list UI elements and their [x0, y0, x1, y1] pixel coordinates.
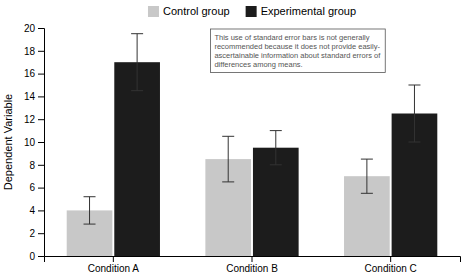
- error-bar-cap: [408, 85, 420, 86]
- y-axis: 0 2 4 6 8 10 12 14 16 18 20: [24, 23, 45, 262]
- error-bar-cap: [270, 164, 282, 165]
- error-bar-cap: [361, 193, 373, 194]
- error-bar-stem: [137, 34, 138, 91]
- error-bar-cap: [131, 90, 143, 91]
- legend-swatch: [246, 6, 257, 17]
- y-tick: 0: [29, 251, 44, 262]
- error-bar-cap: [84, 224, 96, 225]
- error-bar-stem: [366, 159, 367, 193]
- y-tick: 20: [24, 23, 44, 34]
- y-tick-label: 20: [24, 23, 36, 34]
- y-tick-mark: [38, 51, 44, 52]
- legend-item: Control group: [148, 5, 230, 17]
- plot: 02468101214161820Condition ACondition BC…: [24, 23, 461, 274]
- error-bar-cap: [270, 130, 282, 131]
- y-tick: 14: [24, 91, 44, 102]
- error-bar: [131, 34, 143, 91]
- legend-label: Experimental group: [261, 5, 356, 17]
- error-bar: [270, 131, 282, 165]
- annotation-text: This use of standard error bars is not g…: [214, 33, 381, 69]
- legend-item: Experimental group: [246, 5, 356, 17]
- chart: 02468101214161820Condition ACondition BC…: [0, 0, 474, 280]
- y-axis-line: [38, 29, 45, 257]
- annotation-line: This use of standard error bars is not g…: [214, 33, 369, 42]
- annotation-box: [210, 29, 385, 73]
- error-bar-cap: [84, 196, 96, 197]
- annotation: This use of standard error bars is not g…: [210, 29, 385, 73]
- y-axis-title: Dependent Variable: [2, 94, 14, 190]
- y-tick-label: 14: [24, 91, 36, 102]
- error-bar-cap: [222, 181, 234, 182]
- y-tick-mark: [38, 74, 44, 75]
- error-bar-cap: [131, 33, 143, 34]
- x-tick-label: Condition B: [226, 263, 278, 274]
- error-bar: [361, 159, 373, 193]
- y-tick-mark: [38, 233, 44, 234]
- y-tick-label: 4: [29, 205, 35, 216]
- x-tick-label: Condition C: [365, 263, 417, 274]
- y-tick: 10: [24, 137, 44, 148]
- y-tick: 12: [24, 114, 44, 125]
- error-bar-cap: [408, 142, 420, 143]
- y-tick-mark: [38, 188, 44, 189]
- y-tick-mark: [38, 119, 44, 120]
- y-tick: 6: [29, 182, 44, 193]
- error-bar: [222, 136, 234, 182]
- y-tick: 8: [29, 160, 44, 171]
- y-tick-label: 16: [24, 68, 36, 79]
- y-tick-label: 18: [24, 46, 36, 57]
- y-tick-label: 12: [24, 114, 36, 125]
- y-tick-label: 2: [29, 228, 35, 239]
- x-tick-label: Condition A: [88, 263, 139, 274]
- x-tick: Condition C: [365, 256, 417, 274]
- x-tick-mark: [113, 256, 114, 262]
- y-tick-label: 10: [24, 137, 36, 148]
- y-tick: 16: [24, 68, 44, 79]
- error-bar-stem: [228, 136, 229, 182]
- x-tick-mark: [252, 256, 253, 262]
- x-tick-mark: [390, 256, 391, 262]
- y-tick-mark: [38, 210, 44, 211]
- error-bar: [408, 85, 420, 142]
- x-tick: Condition A: [88, 256, 139, 274]
- y-tick-label: 0: [29, 251, 35, 262]
- y-tick-label: 8: [29, 160, 35, 171]
- y-tick: 18: [24, 46, 44, 57]
- error-bar-cap: [361, 159, 373, 160]
- series: [114, 34, 437, 256]
- x-tick: Condition B: [226, 256, 278, 274]
- annotation-line: differences among means.: [214, 60, 302, 69]
- error-bar-cap: [222, 136, 234, 137]
- y-tick-label: 6: [29, 182, 35, 193]
- y-tick-mark: [38, 96, 44, 97]
- legend-swatch: [148, 6, 159, 17]
- legend-label: Control group: [163, 5, 230, 17]
- x-axis: Condition A Condition B Condition C: [45, 256, 461, 274]
- y-tick-mark: [38, 256, 44, 257]
- y-tick: 4: [29, 205, 44, 216]
- y-tick-mark: [38, 165, 44, 166]
- y-tick-mark: [38, 28, 44, 29]
- error-bar-stem: [414, 85, 415, 142]
- annotation-line: ascertainable information about standard…: [214, 51, 381, 60]
- legend: Control group Experimental group: [148, 5, 356, 17]
- y-tick-mark: [38, 142, 44, 143]
- error-bar-stem: [275, 131, 276, 165]
- error-bar: [84, 197, 96, 224]
- bar: [114, 62, 160, 256]
- annotation-line: recommended because it does not provide …: [214, 42, 380, 51]
- error-bar-stem: [89, 197, 90, 224]
- x-axis-line: [45, 257, 461, 263]
- y-tick: 2: [29, 228, 44, 239]
